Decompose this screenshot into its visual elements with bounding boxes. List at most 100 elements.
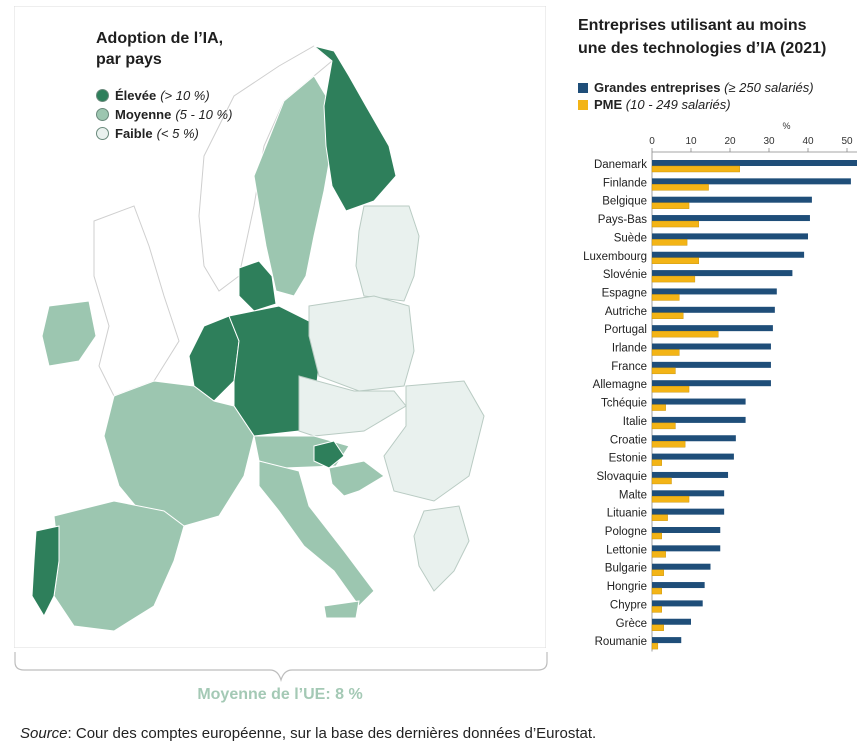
bar-sme-7 [651, 294, 680, 301]
category-label-1: Finlande [603, 177, 647, 189]
tick-label-50: 50 [841, 136, 853, 147]
map-finland [313, 45, 397, 212]
bar-large-8 [652, 306, 775, 313]
bar-large-15 [652, 435, 736, 442]
bar-sme-25 [651, 624, 664, 631]
map-denmark [238, 260, 277, 312]
chart-title-line1: Entreprises utilisant au moins [578, 17, 807, 34]
map-poland [308, 295, 415, 392]
tick-label-20: 20 [724, 136, 736, 147]
map-sicily [323, 600, 360, 619]
bar-sme-6 [651, 275, 696, 283]
category-label-17: Slovaquie [596, 471, 647, 483]
map-slovenia [313, 440, 345, 469]
category-label-9: Portugal [604, 324, 647, 336]
bar-large-20 [652, 527, 721, 533]
map-croatia [328, 460, 385, 497]
eu-map [13, 5, 547, 649]
eu-average-brace [14, 652, 548, 682]
category-label-25: Grèce [616, 618, 647, 630]
bar-sme-22 [651, 569, 664, 576]
category-label-20: Pologne [605, 526, 647, 538]
source-text: : Cour des comptes européenne, sur la ba… [67, 725, 597, 742]
bar-large-22 [652, 563, 711, 570]
bar-large-23 [652, 582, 705, 589]
bar-large-2 [652, 196, 812, 203]
legend-note-medium: (5 - 10 %) [175, 107, 233, 122]
bar-sme-0 [651, 165, 740, 173]
bar-sme-17 [651, 477, 672, 485]
legend-item-sme: PME (10 - 249 salariés) [578, 96, 814, 113]
tick-label-40: 40 [802, 136, 814, 147]
category-label-5: Luxembourg [583, 251, 647, 263]
bar-sme-12 [651, 386, 690, 393]
category-label-7: Espagne [602, 287, 647, 299]
category-label-8: Autriche [605, 306, 647, 318]
bar-sme-20 [651, 532, 662, 540]
bar-sme-13 [651, 404, 666, 411]
bar-sme-10 [651, 349, 680, 356]
map-france [103, 380, 255, 527]
bar-large-25 [652, 618, 691, 625]
bar-large-12 [652, 380, 771, 387]
category-label-0: Danemark [594, 159, 647, 171]
bar-large-13 [652, 398, 746, 405]
bar-sme-24 [651, 606, 662, 613]
category-label-26: Roumanie [595, 636, 647, 648]
category-label-21: Lettonie [606, 544, 647, 556]
map-title-line1: Adoption de l’IA, [96, 30, 224, 47]
map-title-line2: par pays [96, 51, 162, 68]
category-label-3: Pays-Bas [598, 214, 647, 226]
bar-large-21 [652, 545, 721, 552]
legend-name-large: Grandes entreprises [594, 80, 721, 95]
legend-item-low: Faible (< 5 %) [96, 124, 232, 143]
category-label-14: Italie [623, 416, 647, 428]
chart-legend: Grandes entreprises (≥ 250 salariés) PME… [578, 79, 814, 113]
legend-item-large: Grandes entreprises (≥ 250 salariés) [578, 79, 814, 96]
category-label-6: Slovénie [603, 269, 647, 281]
legend-note-low: (< 5 %) [156, 126, 199, 141]
tick-label-0: 0 [649, 136, 655, 147]
source-note: Source: Cour des comptes européenne, sur… [20, 725, 596, 742]
map-greece [413, 505, 470, 592]
bar-sme-8 [651, 312, 684, 320]
bar-sme-18 [651, 496, 690, 503]
category-label-24: Chypre [610, 599, 647, 611]
bar-large-24 [652, 600, 703, 607]
bar-sme-5 [651, 257, 699, 264]
category-label-23: Hongrie [607, 581, 647, 593]
bar-sme-3 [651, 220, 699, 228]
eu-average-label: Moyenne de l’UE: 8 % [197, 686, 363, 703]
category-label-16: Estonie [609, 453, 647, 465]
bar-sme-4 [651, 239, 688, 246]
map-ireland [41, 300, 97, 367]
category-label-12: Allemagne [593, 379, 647, 391]
chart-title: Entreprises utilisant au moins une des t… [578, 14, 826, 60]
category-label-2: Belgique [602, 196, 647, 208]
axis-unit-label: % [783, 121, 791, 131]
bar-sme-11 [651, 367, 676, 375]
legend-dot-high [96, 89, 109, 102]
map-romania-bulgaria [383, 380, 485, 502]
bar-sme-9 [651, 330, 719, 338]
bar-sme-23 [651, 587, 662, 595]
eu-map-panel: Adoption de l’IA, par pays Élevée (> 10 … [13, 5, 547, 649]
bar-large-0 [652, 160, 857, 166]
bar-large-7 [652, 288, 777, 295]
category-label-4: Suède [614, 232, 647, 244]
category-label-19: Lituanie [607, 508, 647, 520]
legend-label-low: Faible [115, 126, 153, 141]
map-baltics [355, 205, 420, 302]
category-label-11: France [611, 361, 647, 373]
map-norway [198, 45, 333, 292]
bar-large-16 [652, 453, 734, 460]
legend-note-large: (≥ 250 salariés) [724, 80, 814, 95]
legend-swatch-large [578, 82, 588, 93]
bar-large-17 [652, 471, 729, 478]
bar-large-5 [652, 251, 805, 258]
legend-item-high: Élevée (> 10 %) [96, 86, 232, 105]
bar-sme-21 [651, 551, 666, 558]
legend-note-high: (> 10 %) [160, 88, 210, 103]
map-title: Adoption de l’IA, par pays [96, 28, 223, 70]
category-label-15: Croatie [610, 434, 647, 446]
